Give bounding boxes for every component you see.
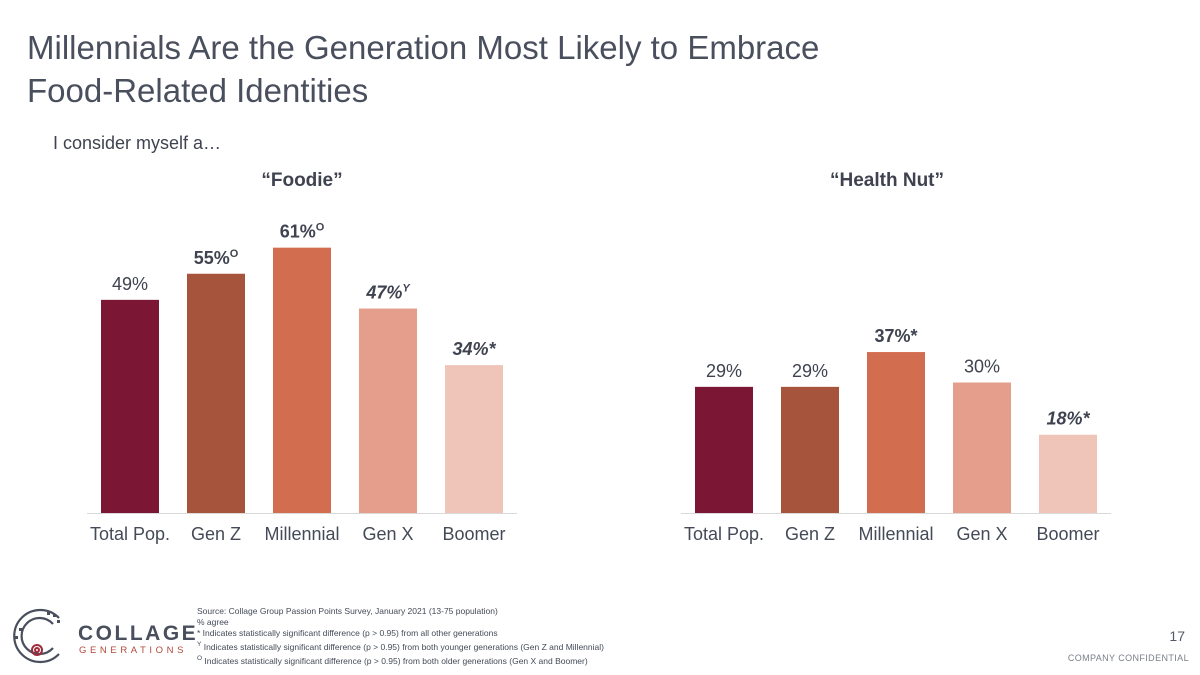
chart-0: “Foodie” 49% Total Pop. 55%O Gen Z 61%O Millen…	[87, 170, 517, 544]
category-label: Total Pop.	[684, 524, 764, 544]
chart-title: “Health Nut”	[830, 170, 944, 191]
y-marker: Y	[197, 641, 202, 648]
category-label: Millennial	[264, 524, 339, 544]
bar	[867, 352, 925, 513]
significance-marker: Y	[402, 283, 411, 295]
bar	[445, 365, 503, 513]
page-number: 17	[1169, 628, 1185, 644]
data-label: 30%	[964, 357, 1000, 377]
footnotes: Source: Collage Group Passion Points Sur…	[197, 606, 604, 667]
category-label: Millennial	[858, 524, 933, 544]
bar	[359, 308, 417, 513]
agree-note: % agree	[197, 617, 229, 627]
slide-title-line2: Food-Related Identities	[27, 72, 369, 109]
collage-generations-logo: COLLAGE GENERATIONS	[7, 604, 196, 670]
bar	[953, 382, 1011, 513]
source-note: Source: Collage Group Passion Points Sur…	[197, 606, 498, 616]
category-label: Gen X	[362, 524, 413, 544]
bar	[1039, 434, 1097, 513]
chart-title: “Foodie”	[261, 170, 342, 191]
bar	[187, 273, 245, 513]
data-label: 49%	[112, 274, 148, 294]
category-label: Boomer	[442, 524, 505, 544]
data-label: 18%*	[1046, 409, 1090, 429]
data-label: 55%O	[194, 248, 239, 268]
significance-note-star: * Indicates statistically significant di…	[197, 628, 604, 639]
star-note-text: Indicates statistically significant diff…	[200, 628, 498, 638]
logo-word-collage: COLLAGE	[78, 622, 199, 645]
data-label: 61%O	[280, 222, 325, 242]
category-label: Gen Z	[191, 524, 241, 544]
logo-mark-icon	[13, 608, 60, 664]
o-marker: O	[197, 654, 203, 662]
category-label: Boomer	[1036, 524, 1099, 544]
significance-marker: O	[316, 222, 325, 234]
category-label: Gen X	[956, 524, 1007, 544]
bar	[695, 386, 753, 513]
data-label: 29%	[792, 361, 828, 381]
bar	[273, 247, 331, 513]
bar-charts: “Foodie” 49% Total Pop. 55%O Gen Z 61%O Millen…	[87, 170, 1111, 544]
slide-title-line1: Millennials Are the Generation Most Like…	[27, 29, 820, 66]
star-marker: *	[197, 628, 201, 638]
data-label: 37%*	[874, 326, 917, 346]
significance-note-y: Y Indicates statistically significant di…	[197, 639, 604, 653]
data-label: 47%Y	[365, 283, 411, 303]
category-label: Total Pop.	[90, 524, 170, 544]
y-note-text: Indicates statistically significant diff…	[201, 641, 604, 652]
slide-title: Millennials Are the Generation Most Like…	[27, 26, 1027, 112]
data-label: 34%*	[452, 339, 496, 359]
confidential-label: COMPANY CONFIDENTIAL	[1067, 653, 1189, 663]
significance-note-o: O Indicates statistically significant di…	[197, 653, 604, 667]
o-note-text: Indicates statistically significant diff…	[202, 655, 588, 666]
bar	[101, 299, 159, 513]
data-label: 29%	[706, 361, 742, 381]
bar	[781, 386, 839, 513]
significance-marker: O	[230, 248, 239, 260]
chart-subtitle: I consider myself a…	[53, 133, 222, 153]
category-label: Gen Z	[785, 524, 835, 544]
logo-word-generations: GENERATIONS	[79, 645, 188, 656]
chart-1: “Health Nut” 29% Total Pop. 29% Gen Z 37%* Mil…	[681, 170, 1111, 544]
